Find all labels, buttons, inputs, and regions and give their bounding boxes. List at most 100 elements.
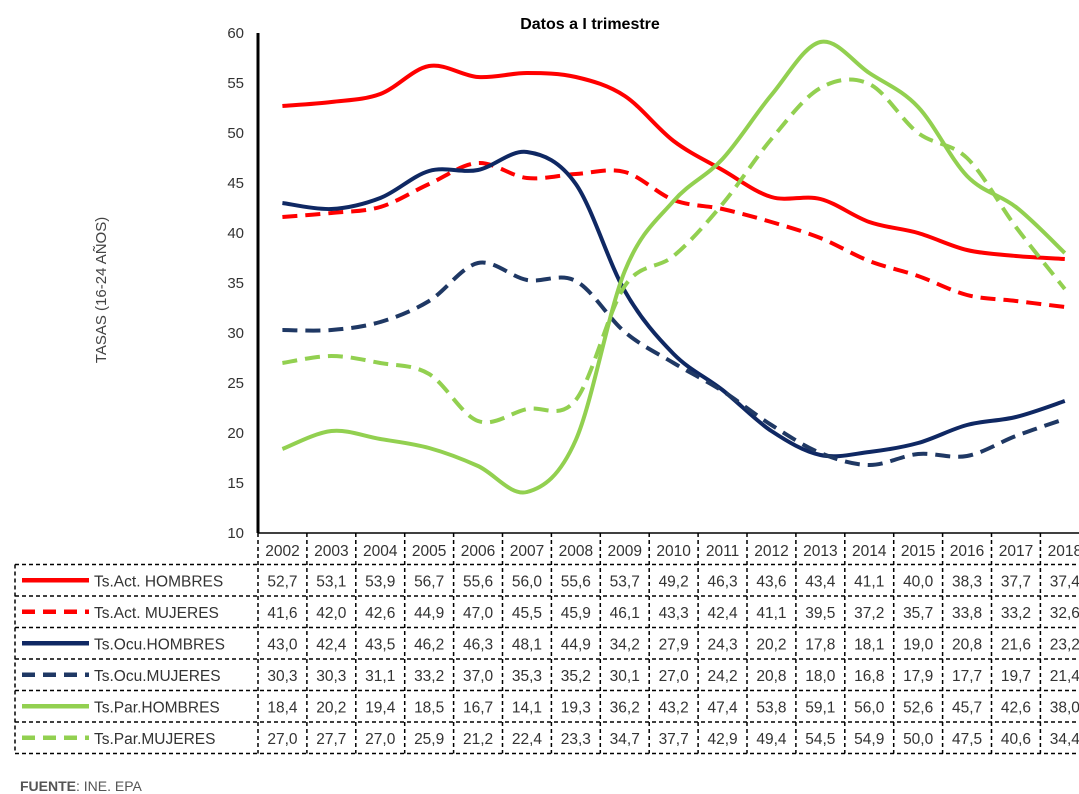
series-line xyxy=(282,260,1066,468)
data-label: 41,1 xyxy=(756,605,786,622)
data-label: 24,2 xyxy=(707,668,737,685)
data-label: 56,0 xyxy=(854,699,885,716)
data-label: 38,0 xyxy=(1050,699,1079,716)
legend-label: Ts.Par.HOMBRES xyxy=(94,699,220,716)
data-label: 47,0 xyxy=(463,605,494,622)
data-label: 27,0 xyxy=(659,668,690,685)
x-tick-label: 2012 xyxy=(754,543,788,560)
data-label: 20,8 xyxy=(756,668,786,685)
data-label: 33,2 xyxy=(1001,605,1031,622)
data-label: 25,9 xyxy=(414,731,444,748)
data-label: 37,0 xyxy=(463,668,494,685)
data-label: 19,0 xyxy=(903,636,934,653)
y-tick-label: 10 xyxy=(227,525,244,542)
data-label: 53,8 xyxy=(756,699,786,716)
data-label: 21,4 xyxy=(1050,668,1079,685)
data-label: 27,0 xyxy=(365,731,396,748)
data-label: 55,6 xyxy=(463,573,493,590)
data-label: 39,5 xyxy=(805,605,835,622)
y-tick-label: 55 xyxy=(227,75,244,92)
data-label: 49,4 xyxy=(756,731,787,748)
x-tick-label: 2014 xyxy=(852,543,887,560)
data-label: 24,3 xyxy=(707,636,737,653)
legend-label: Ts.Ocu.HOMBRES xyxy=(94,636,225,653)
data-table: 2002 2003 2004 2005 2006 2007 2008 2009 2010 2011… xyxy=(14,532,1079,755)
data-label: 35,3 xyxy=(512,668,542,685)
data-label: 21,2 xyxy=(463,731,493,748)
x-tick-label: 2010 xyxy=(656,543,691,560)
data-label: 27,7 xyxy=(316,731,346,748)
data-label: 19,7 xyxy=(1001,668,1031,685)
data-label: 30,3 xyxy=(316,668,346,685)
data-label: 55,6 xyxy=(561,573,591,590)
data-label: 47,5 xyxy=(952,731,982,748)
chart-title: Datos a I trimestre xyxy=(520,16,660,33)
data-label: 17,9 xyxy=(903,668,933,685)
data-label: 34,2 xyxy=(610,636,640,653)
y-tick-label: 20 xyxy=(227,425,244,442)
data-label: 18,4 xyxy=(267,699,298,716)
y-tick-label: 35 xyxy=(227,275,244,292)
data-label: 18,0 xyxy=(805,668,836,685)
x-tick-label: 2005 xyxy=(412,543,446,560)
data-label: 20,2 xyxy=(756,636,786,653)
data-label: 42,6 xyxy=(1001,699,1031,716)
data-label: 20,2 xyxy=(316,699,346,716)
legend-label: Ts.Act. HOMBRES xyxy=(94,573,223,590)
data-label: 50,0 xyxy=(903,731,934,748)
data-label: 27,0 xyxy=(267,731,298,748)
data-label: 41,1 xyxy=(854,573,884,590)
data-label: 43,2 xyxy=(659,699,689,716)
legend-label: Ts.Ocu.MUJERES xyxy=(94,668,221,685)
y-axis-ticks: 10 15 20 25 30 35 40 45 50 55 60 xyxy=(227,25,244,542)
data-label: 21,6 xyxy=(1001,636,1031,653)
data-label: 44,9 xyxy=(561,636,591,653)
y-tick-label: 25 xyxy=(227,375,244,392)
y-tick-label: 40 xyxy=(227,225,244,242)
data-label: 59,1 xyxy=(805,699,835,716)
data-label: 42,0 xyxy=(316,605,347,622)
data-label: 30,3 xyxy=(267,668,297,685)
y-tick-label: 45 xyxy=(227,175,244,192)
data-label: 42,9 xyxy=(707,731,737,748)
data-label: 42,4 xyxy=(707,605,738,622)
series-line xyxy=(282,77,1067,425)
data-label: 34,7 xyxy=(610,731,640,748)
data-label: 42,6 xyxy=(365,605,395,622)
data-label: 54,9 xyxy=(854,731,884,748)
data-label: 27,9 xyxy=(659,636,689,653)
data-label: 40,0 xyxy=(903,573,934,590)
data-label: 46,2 xyxy=(414,636,444,653)
series-lines xyxy=(281,39,1067,495)
data-label: 53,7 xyxy=(610,573,640,590)
x-tick-label: 2013 xyxy=(803,543,837,560)
data-label: 37,7 xyxy=(659,731,689,748)
source-label: FUENTE xyxy=(20,778,76,794)
x-tick-label: 2007 xyxy=(510,543,544,560)
data-label: 47,4 xyxy=(707,699,738,716)
data-label: 41,6 xyxy=(267,605,297,622)
data-label: 52,6 xyxy=(903,699,933,716)
data-label: 43,0 xyxy=(267,636,298,653)
data-label: 19,3 xyxy=(561,699,591,716)
source-note: FUENTE: INE. EPA xyxy=(20,778,142,794)
data-label: 18,5 xyxy=(414,699,444,716)
data-label: 16,7 xyxy=(463,699,493,716)
legend-label: Ts.Par.MUJERES xyxy=(94,731,215,748)
data-label: 45,5 xyxy=(512,605,542,622)
x-tick-label: 2003 xyxy=(314,543,348,560)
data-label: 37,7 xyxy=(1001,573,1031,590)
data-label: 17,8 xyxy=(805,636,835,653)
data-label: 46,1 xyxy=(610,605,640,622)
data-label: 35,2 xyxy=(561,668,591,685)
data-label: 16,8 xyxy=(854,668,884,685)
data-label: 49,2 xyxy=(659,573,689,590)
data-label: 43,3 xyxy=(659,605,689,622)
data-label: 23,3 xyxy=(561,731,591,748)
x-tick-label: 2004 xyxy=(363,543,398,560)
data-label: 37,2 xyxy=(854,605,884,622)
data-label: 35,7 xyxy=(903,605,933,622)
data-label: 30,1 xyxy=(610,668,640,685)
data-label: 56,0 xyxy=(512,573,543,590)
